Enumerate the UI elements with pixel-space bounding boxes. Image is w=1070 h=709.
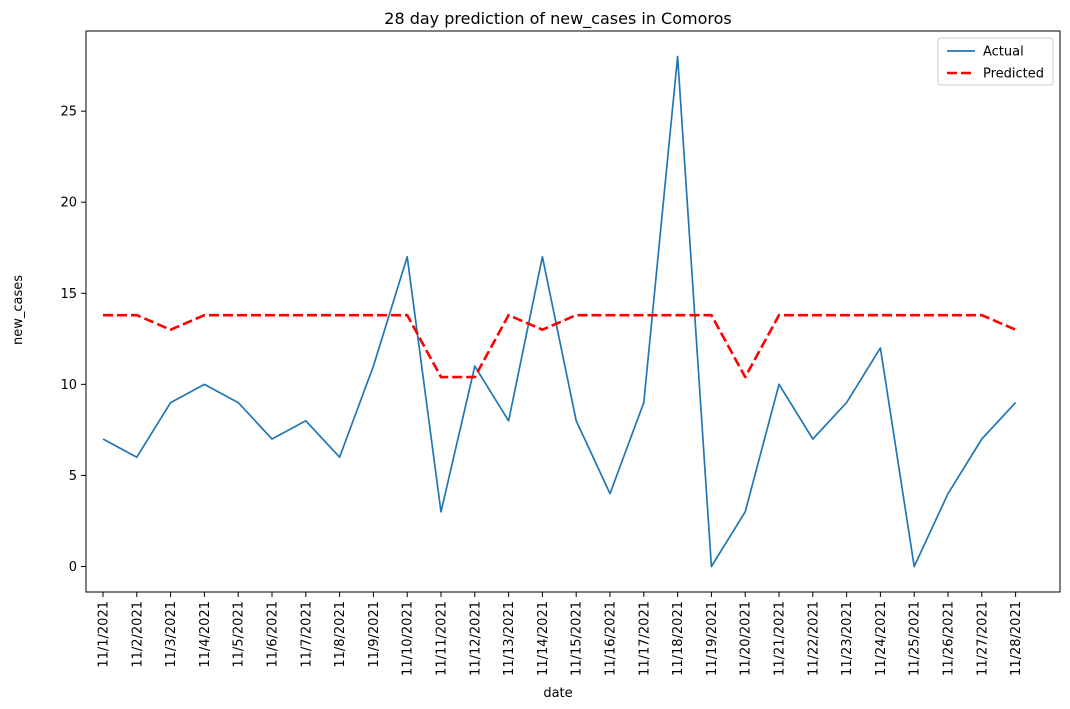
x-tick-label: 11/2/2021 xyxy=(130,601,145,668)
y-axis-label: new_cases xyxy=(11,275,26,345)
x-tick-label: 11/20/2021 xyxy=(739,601,754,676)
x-tick-label: 11/11/2021 xyxy=(435,601,450,676)
plot-frame xyxy=(85,30,1061,593)
y-tick-label: 10 xyxy=(60,378,77,393)
x-tick-label: 11/3/2021 xyxy=(164,601,179,668)
legend-label-actual: Actual xyxy=(983,45,1024,60)
x-tick-label: 11/26/2021 xyxy=(942,601,957,676)
chart-title: 28 day prediction of new_cases in Comoro… xyxy=(384,9,731,29)
y-tick-label: 0 xyxy=(69,560,77,575)
legend: Actual Predicted xyxy=(937,37,1054,86)
x-tick-label: 11/14/2021 xyxy=(536,601,551,676)
x-tick-label: 11/22/2021 xyxy=(806,601,821,676)
x-tick-label: 11/25/2021 xyxy=(908,601,923,676)
x-tick-label: 11/18/2021 xyxy=(671,601,686,676)
x-tick-label: 11/9/2021 xyxy=(367,601,382,668)
x-tick-label: 11/5/2021 xyxy=(232,601,247,668)
y-tick-label: 15 xyxy=(60,287,77,302)
x-tick-label: 11/1/2021 xyxy=(97,601,112,668)
x-tick-label: 11/24/2021 xyxy=(874,601,889,676)
x-tick-label: 11/19/2021 xyxy=(705,601,720,676)
legend-label-predicted: Predicted xyxy=(983,67,1044,82)
series-line-actual xyxy=(102,55,1017,568)
x-tick-label: 11/23/2021 xyxy=(840,601,855,676)
x-tick-label: 11/27/2021 xyxy=(975,601,990,676)
x-tick-label: 11/7/2021 xyxy=(299,601,314,668)
x-tick-label: 11/21/2021 xyxy=(773,601,788,676)
x-tick-label: 11/13/2021 xyxy=(502,601,517,676)
x-tick-label: 11/17/2021 xyxy=(637,601,652,676)
x-tick-label: 11/16/2021 xyxy=(604,601,619,676)
x-tick-label: 11/28/2021 xyxy=(1009,601,1024,676)
y-tick-label: 5 xyxy=(69,469,77,484)
x-tick-label: 11/6/2021 xyxy=(266,601,281,668)
x-axis-label: date xyxy=(543,686,572,701)
x-tick-label: 11/12/2021 xyxy=(468,601,483,676)
series-line-predicted xyxy=(103,313,1017,379)
y-tick-label: 20 xyxy=(60,196,77,211)
x-tick-label: 11/15/2021 xyxy=(570,601,585,676)
x-tick-label: 11/4/2021 xyxy=(198,601,213,668)
x-tick-label: 11/8/2021 xyxy=(333,601,348,668)
y-tick-label: 25 xyxy=(60,105,77,120)
x-tick-label: 11/10/2021 xyxy=(401,601,416,676)
plot-area: 0 5 10 15 20 25 11/1/2021 11/2/2021 11/3/2021 11/… xyxy=(60,55,1024,676)
